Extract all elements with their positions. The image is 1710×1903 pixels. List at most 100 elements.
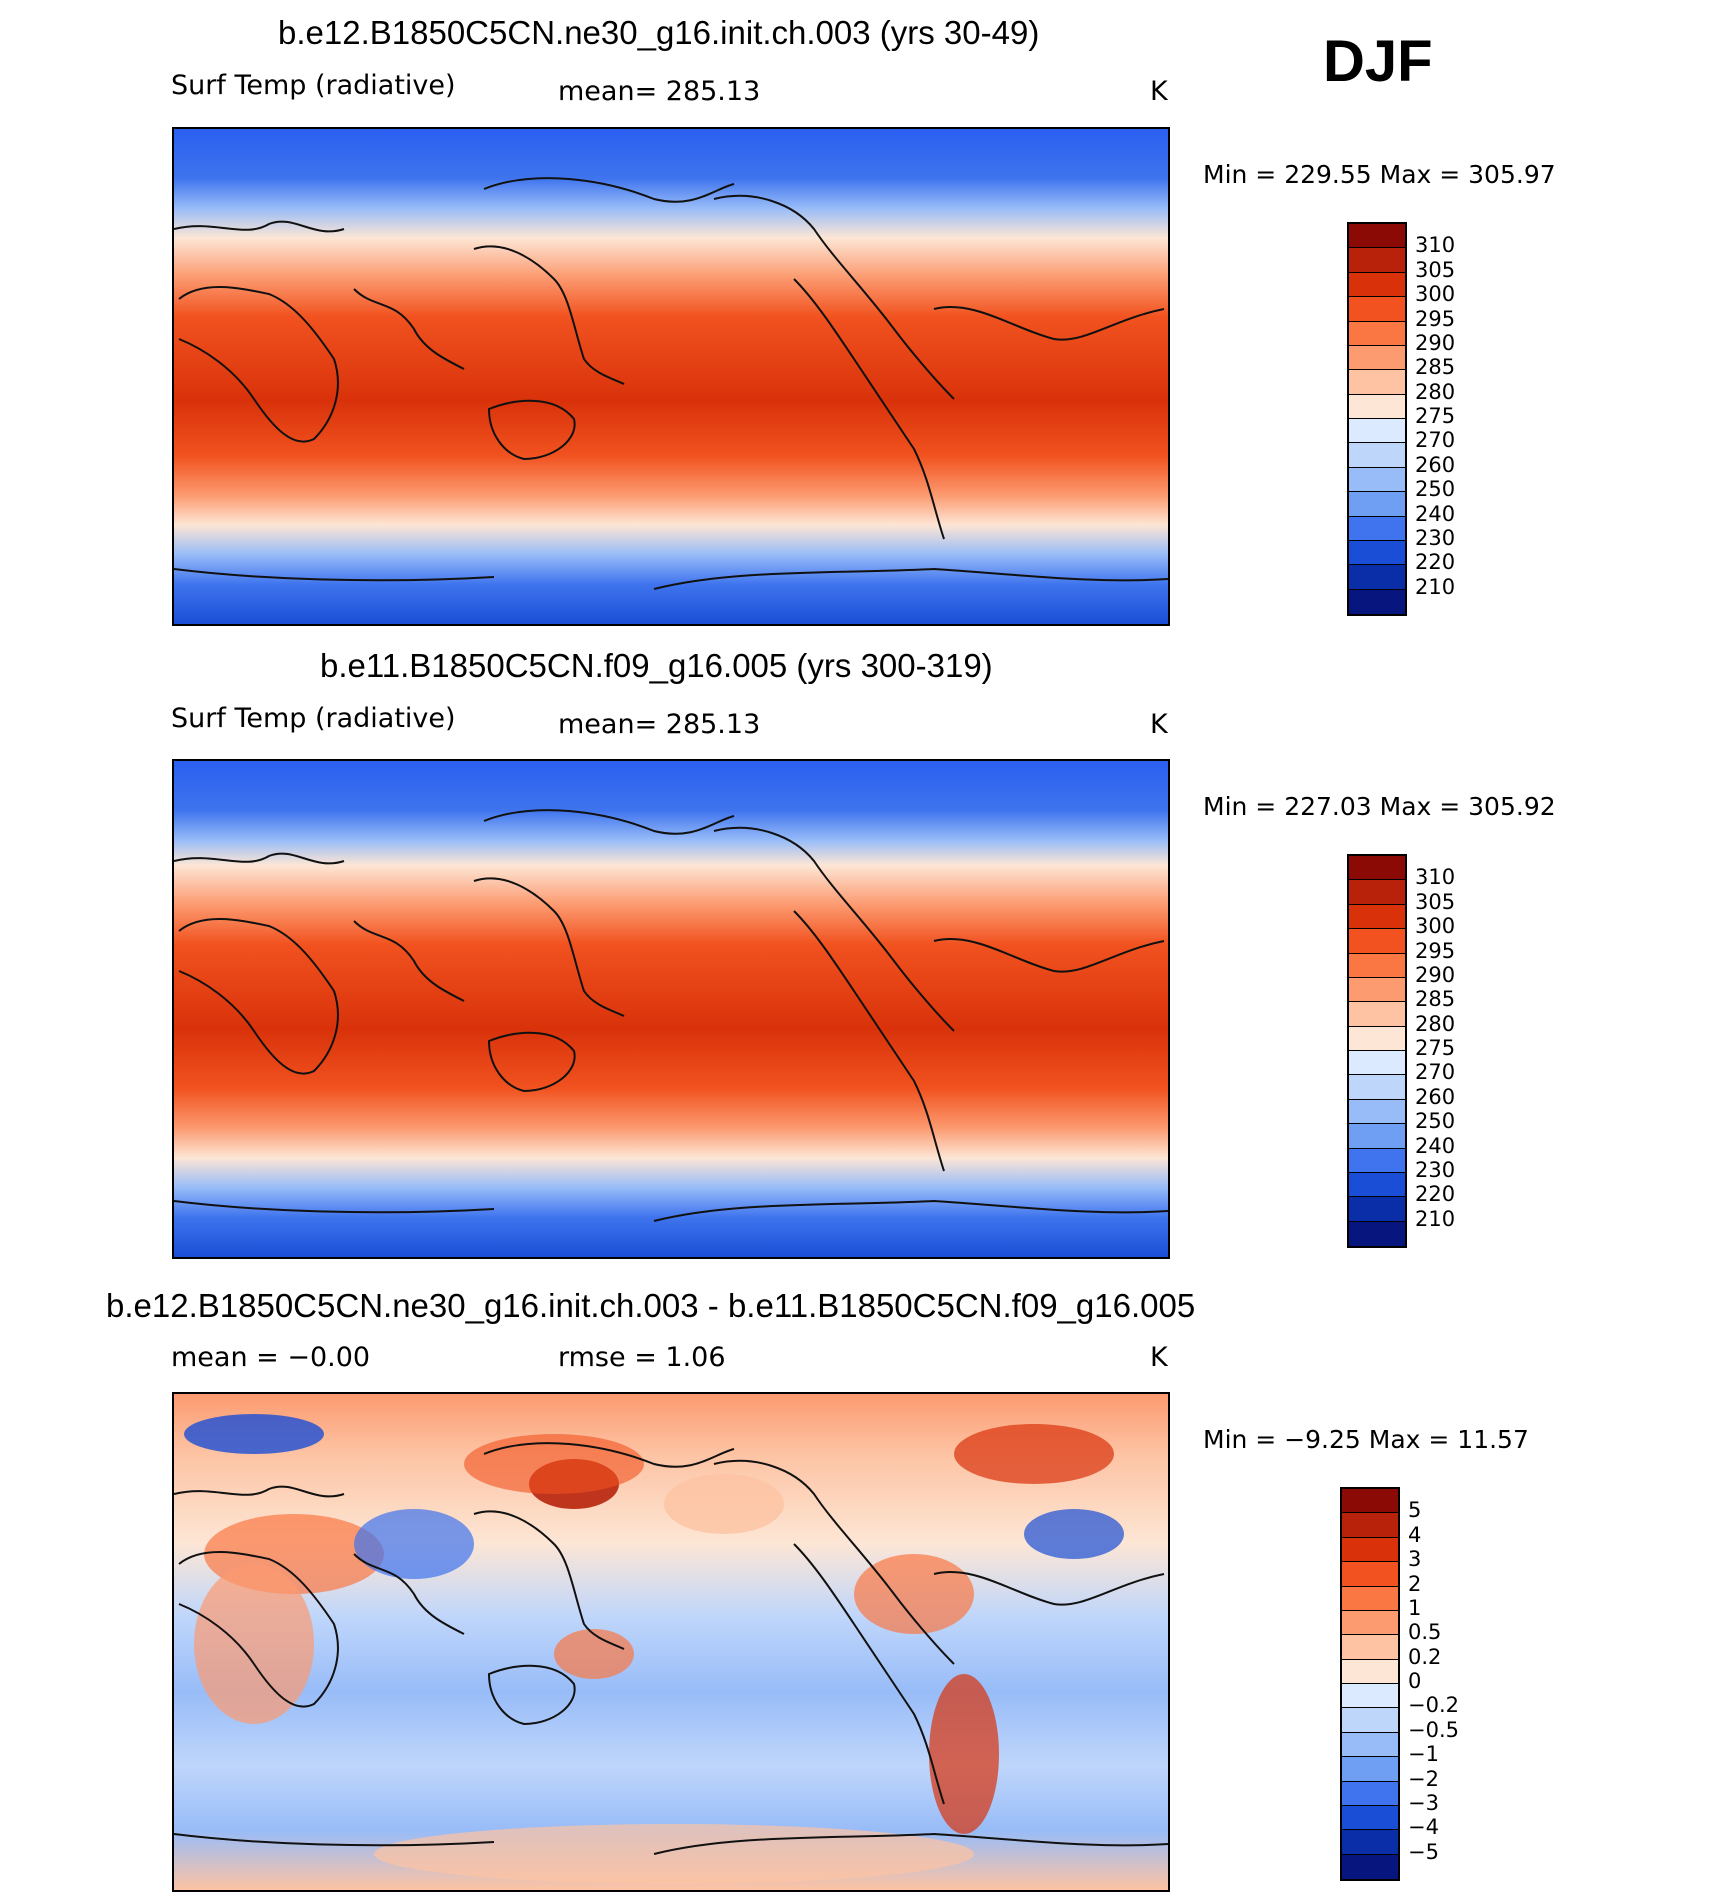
- colorbar-tick-label: 295: [1415, 306, 1456, 331]
- colorbar-segment: [1349, 856, 1405, 881]
- colorbar-segment: [1342, 1562, 1398, 1587]
- colorbar-segment: [1342, 1610, 1398, 1636]
- colorbar-tick-label: 285: [1415, 355, 1456, 380]
- panel-2-units: K: [1150, 709, 1168, 740]
- panel-3-mean-label: mean = −0.00: [171, 1342, 371, 1373]
- colorbar-tick-label: 285: [1415, 987, 1456, 1012]
- colorbar-segment: [1342, 1805, 1398, 1831]
- colorbar-segment: [1349, 224, 1405, 249]
- panel-3-map: [172, 1392, 1170, 1892]
- colorbar-tick-label: 260: [1415, 452, 1456, 477]
- panel-1-title: b.e12.B1850C5CN.ne30_g16.init.ch.003 (yr…: [278, 14, 1040, 51]
- colorbar-segment: [1349, 419, 1405, 444]
- colorbar-segment: [1349, 297, 1405, 322]
- colorbar-segment: [1342, 1684, 1398, 1709]
- colorbar-tick-label: 250: [1415, 477, 1456, 502]
- colorbar-segment: [1342, 1635, 1398, 1660]
- colorbar-segment: [1349, 1075, 1405, 1100]
- colorbar-tick-label: 300: [1415, 914, 1456, 939]
- panel-3-rmse-label: rmse = 1.06: [558, 1342, 726, 1373]
- colorbar-segment: [1349, 589, 1405, 614]
- colorbar-tick-label: −2: [1408, 1766, 1439, 1791]
- colorbar-segment: [1349, 904, 1405, 930]
- panel-1-minmax: Min = 229.55 Max = 305.97: [1203, 160, 1556, 189]
- colorbar-tick-label: 290: [1415, 330, 1456, 355]
- colorbar-segment: [1342, 1757, 1398, 1782]
- panel-2-minmax: Min = 227.03 Max = 305.92: [1203, 792, 1556, 821]
- colorbar-segment: [1342, 1708, 1398, 1733]
- colorbar-tick-label: 300: [1415, 282, 1456, 307]
- panel-1-units: K: [1150, 76, 1168, 107]
- colorbar-segment: [1349, 345, 1405, 371]
- colorbar-segment: [1349, 1124, 1405, 1149]
- panel-1-variable-label: Surf Temp (radiative): [171, 70, 456, 101]
- colorbar-segment: [1349, 1148, 1405, 1173]
- panel-1-mean-label: mean= 285.13: [558, 76, 761, 107]
- colorbar-segment: [1349, 1172, 1405, 1198]
- colorbar-segment: [1349, 977, 1405, 1003]
- colorbar-tick-label: 280: [1415, 379, 1456, 404]
- colorbar-tick-label: 0: [1408, 1669, 1422, 1693]
- colorbar-tick-label: 4: [1408, 1522, 1422, 1547]
- panel-2-title: b.e11.B1850C5CN.f09_g16.005 (yrs 300-319…: [320, 647, 993, 684]
- colorbar-tick-label: 0.2: [1408, 1644, 1442, 1669]
- colorbar-tick-label: 230: [1415, 525, 1456, 550]
- colorbar-tick-label: 5: [1408, 1498, 1422, 1523]
- panel-3-title: b.e12.B1850C5CN.ne30_g16.init.ch.003 - b…: [106, 1287, 1196, 1324]
- colorbar-tick-label: 250: [1415, 1109, 1456, 1134]
- colorbar-segment: [1342, 1781, 1398, 1806]
- panel-1-colorbar: [1347, 222, 1407, 616]
- panel-3-colorbar: [1340, 1487, 1400, 1881]
- colorbar-tick-label: 295: [1415, 938, 1456, 963]
- colorbar-tick-label: 275: [1415, 404, 1456, 428]
- colorbar-segment: [1342, 1659, 1398, 1684]
- colorbar-segment: [1349, 370, 1405, 395]
- colorbar-tick-label: 280: [1415, 1011, 1456, 1036]
- colorbar-tick-label: 220: [1415, 1182, 1456, 1207]
- colorbar-tick-label: 310: [1415, 865, 1456, 890]
- colorbar-segment: [1349, 1099, 1405, 1125]
- colorbar-segment: [1349, 516, 1405, 541]
- colorbar-tick-label: 305: [1415, 257, 1456, 282]
- panel-3-minmax: Min = −9.25 Max = 11.57: [1203, 1425, 1529, 1454]
- colorbar-tick-label: 1: [1408, 1595, 1422, 1620]
- colorbar-segment: [1349, 321, 1405, 346]
- panel-3-units: K: [1150, 1342, 1168, 1373]
- colorbar-segment: [1349, 880, 1405, 905]
- colorbar-segment: [1349, 1197, 1405, 1222]
- colorbar-tick-label: 275: [1415, 1036, 1456, 1060]
- colorbar-segment: [1349, 492, 1405, 517]
- colorbar-tick-label: 2: [1408, 1571, 1422, 1596]
- colorbar-tick-label: −3: [1408, 1790, 1439, 1815]
- colorbar-tick-label: 230: [1415, 1157, 1456, 1182]
- colorbar-tick-label: −4: [1408, 1815, 1439, 1840]
- panel-1-map: [172, 127, 1170, 626]
- colorbar-segment: [1349, 443, 1405, 468]
- panel-1-field: [174, 129, 1168, 624]
- colorbar-tick-label: 270: [1415, 428, 1456, 453]
- colorbar-segment: [1349, 467, 1405, 493]
- colorbar-tick-label: −5: [1408, 1839, 1439, 1864]
- colorbar-segment: [1349, 540, 1405, 566]
- colorbar-segment: [1349, 1221, 1405, 1246]
- colorbar-segment: [1342, 1537, 1398, 1563]
- panel-2-variable-label: Surf Temp (radiative): [171, 703, 456, 734]
- colorbar-segment: [1342, 1732, 1398, 1758]
- colorbar-tick-label: 0.5: [1408, 1620, 1442, 1645]
- colorbar-tick-label: 3: [1408, 1547, 1422, 1572]
- colorbar-segment: [1349, 565, 1405, 590]
- panel-2-colorbar: [1347, 854, 1407, 1248]
- colorbar-tick-label: 240: [1415, 501, 1456, 526]
- colorbar-tick-label: 290: [1415, 962, 1456, 987]
- colorbar-tick-label: 270: [1415, 1060, 1456, 1085]
- panel-2-map: [172, 759, 1170, 1259]
- colorbar-segment: [1342, 1586, 1398, 1611]
- colorbar-tick-label: 310: [1415, 233, 1456, 258]
- colorbar-segment: [1349, 248, 1405, 273]
- season-label: DJF: [1323, 29, 1433, 94]
- colorbar-segment: [1342, 1854, 1398, 1879]
- colorbar-segment: [1349, 953, 1405, 978]
- colorbar-tick-label: 240: [1415, 1133, 1456, 1158]
- colorbar-tick-label: 220: [1415, 550, 1456, 575]
- panel-3-anomaly-blobs: [184, 1414, 1124, 1884]
